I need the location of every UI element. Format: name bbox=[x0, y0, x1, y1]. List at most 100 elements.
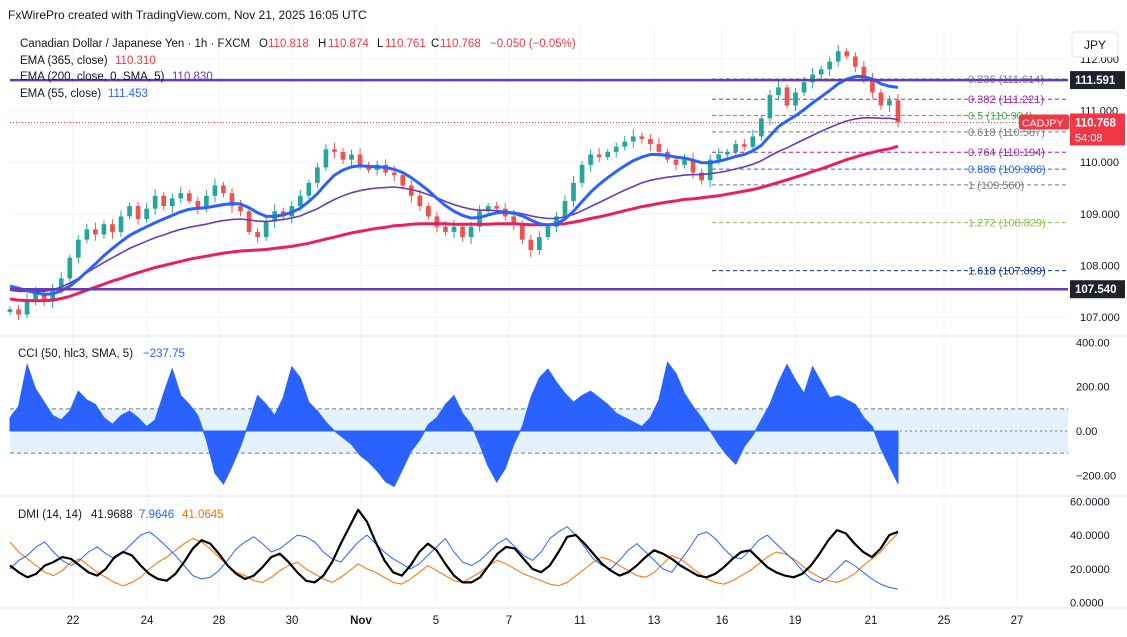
candle-body[interactable] bbox=[127, 206, 132, 217]
candle-body[interactable] bbox=[332, 149, 337, 152]
candle-body[interactable] bbox=[41, 293, 47, 302]
candle-body[interactable] bbox=[741, 144, 747, 147]
candle-body[interactable] bbox=[400, 175, 406, 186]
candle-body[interactable] bbox=[673, 159, 679, 165]
candle-body[interactable] bbox=[818, 69, 824, 75]
candle-body[interactable] bbox=[801, 82, 807, 93]
candle-body[interactable] bbox=[417, 195, 423, 207]
ema55-legend-label[interactable]: EMA (55, close) bbox=[20, 88, 101, 100]
candle-body[interactable] bbox=[212, 185, 218, 196]
candle-body[interactable] bbox=[75, 239, 81, 258]
candle-body[interactable] bbox=[528, 239, 534, 250]
candle-body[interactable] bbox=[656, 144, 662, 152]
candle-body[interactable] bbox=[349, 154, 354, 160]
ema200-legend-label[interactable]: EMA (200, close, 0, SMA, 5) bbox=[20, 71, 165, 83]
candle-body[interactable] bbox=[562, 200, 568, 217]
candle-body[interactable] bbox=[434, 216, 440, 227]
candle-body[interactable] bbox=[588, 154, 593, 165]
candle-body[interactable] bbox=[844, 51, 850, 57]
candle-body[interactable] bbox=[263, 221, 269, 238]
candle-body[interactable] bbox=[238, 206, 243, 212]
candle-body[interactable] bbox=[519, 224, 525, 240]
candle-body[interactable] bbox=[630, 136, 636, 142]
candle-body[interactable] bbox=[408, 185, 414, 196]
candle-body[interactable] bbox=[511, 216, 517, 225]
cci-area[interactable] bbox=[9, 361, 899, 488]
cci-panel[interactable] bbox=[9, 361, 1068, 488]
candle-body[interactable] bbox=[110, 224, 115, 232]
candle-body[interactable] bbox=[152, 195, 158, 209]
candle-body[interactable] bbox=[391, 172, 397, 176]
candle-body[interactable] bbox=[229, 193, 235, 207]
candle-body[interactable] bbox=[648, 138, 653, 145]
candle-body[interactable] bbox=[835, 51, 841, 62]
candle-body[interactable] bbox=[477, 211, 482, 227]
candle-body[interactable] bbox=[759, 118, 764, 137]
candle-body[interactable] bbox=[297, 195, 303, 207]
candle-body[interactable] bbox=[204, 195, 209, 209]
ema200-line[interactable] bbox=[9, 144, 899, 303]
candle-body[interactable] bbox=[579, 164, 585, 183]
candle-body[interactable] bbox=[682, 159, 687, 165]
price-panel[interactable]: 0.236 (111.614)0.382 (111.221)0.5 (110.9… bbox=[7, 45, 1068, 321]
candle-body[interactable] bbox=[7, 309, 13, 312]
candle-body[interactable] bbox=[494, 206, 500, 209]
candle-body[interactable] bbox=[699, 172, 704, 181]
candle-body[interactable] bbox=[605, 151, 611, 158]
candle-body[interactable] bbox=[33, 293, 38, 300]
candle-body[interactable] bbox=[443, 226, 448, 232]
candle-body[interactable] bbox=[870, 79, 875, 93]
candle-body[interactable] bbox=[827, 61, 833, 70]
candle-body[interactable] bbox=[58, 278, 64, 289]
candle-body[interactable] bbox=[169, 198, 175, 207]
cci-legend-label[interactable]: CCI (50, hlc3, SMA, 5) bbox=[18, 348, 133, 360]
currency-button[interactable] bbox=[1071, 31, 1119, 58]
adx-line[interactable] bbox=[9, 508, 899, 584]
candle-body[interactable] bbox=[84, 229, 90, 240]
candle-body[interactable] bbox=[793, 92, 798, 106]
candle-body[interactable] bbox=[852, 56, 858, 67]
candle-body[interactable] bbox=[323, 149, 329, 168]
candle-body[interactable] bbox=[93, 229, 98, 235]
candle-body[interactable] bbox=[776, 87, 781, 96]
candle-body[interactable] bbox=[767, 95, 773, 119]
candle-body[interactable] bbox=[306, 182, 312, 196]
candle-body[interactable] bbox=[357, 154, 363, 165]
candle-body[interactable] bbox=[144, 208, 149, 220]
candle-body[interactable] bbox=[221, 185, 226, 194]
candle-body[interactable] bbox=[596, 154, 602, 158]
candle-body[interactable] bbox=[622, 141, 628, 147]
candle-body[interactable] bbox=[545, 226, 551, 238]
candle-body[interactable] bbox=[340, 151, 346, 160]
candle-body[interactable] bbox=[554, 216, 559, 227]
ema365-legend-label[interactable]: EMA (365, close) bbox=[20, 55, 108, 67]
symbol-title[interactable]: Canadian Dollar / Japanese Yen · 1h · FX… bbox=[20, 38, 250, 50]
candle-body[interactable] bbox=[810, 74, 815, 83]
candle-body[interactable] bbox=[460, 226, 465, 238]
candle-body[interactable] bbox=[716, 154, 722, 160]
candle-body[interactable] bbox=[639, 136, 645, 139]
ema-purple-line[interactable] bbox=[9, 117, 899, 293]
candle-body[interactable] bbox=[315, 167, 320, 183]
ema365-line[interactable] bbox=[9, 75, 899, 296]
candle-body[interactable] bbox=[861, 66, 867, 80]
candle-body[interactable] bbox=[750, 136, 756, 147]
candle-body[interactable] bbox=[451, 226, 457, 232]
candle-body[interactable] bbox=[733, 144, 739, 152]
candle-body[interactable] bbox=[195, 200, 201, 209]
candle-body[interactable] bbox=[16, 309, 21, 315]
candle-body[interactable] bbox=[161, 195, 167, 207]
candle-body[interactable] bbox=[690, 159, 696, 173]
dmi-panel[interactable] bbox=[9, 508, 899, 590]
candle-body[interactable] bbox=[724, 151, 730, 155]
candle-body[interactable] bbox=[613, 146, 619, 152]
candle-body[interactable] bbox=[118, 216, 124, 232]
candle-body[interactable] bbox=[468, 226, 474, 238]
candle-body[interactable] bbox=[135, 206, 141, 220]
candle-body[interactable] bbox=[878, 92, 884, 106]
candle-body[interactable] bbox=[784, 87, 790, 106]
candle-body[interactable] bbox=[67, 257, 73, 279]
candle-body[interactable] bbox=[426, 206, 431, 217]
minus-di-line[interactable] bbox=[9, 533, 899, 587]
dmi-legend-label[interactable]: DMI (14, 14) bbox=[18, 509, 82, 521]
